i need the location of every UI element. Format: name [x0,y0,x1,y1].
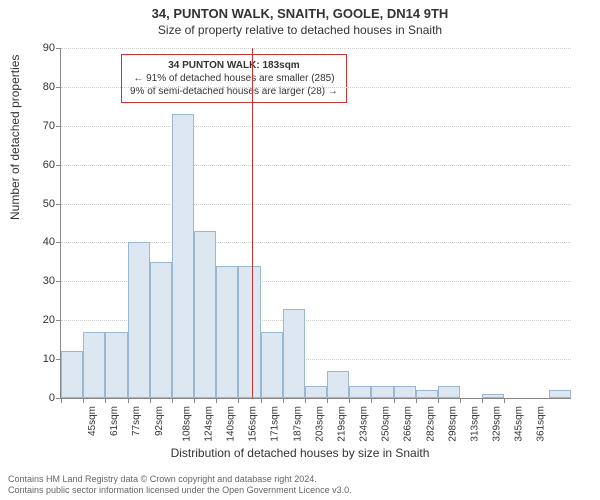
x-tick [283,398,284,403]
y-tick-label: 90 [25,42,55,54]
histogram-bar [305,386,327,398]
y-tick [56,165,61,166]
histogram-bar [349,386,371,398]
x-tick-label: 313sqm [470,406,481,442]
histogram-bar [394,386,416,398]
chart-title: 34, PUNTON WALK, SNAITH, GOOLE, DN14 9TH [0,0,600,21]
histogram-bar [283,309,305,398]
x-tick-label: 156sqm [248,406,259,442]
histogram-bar [549,390,571,398]
y-axis-label: Number of detached properties [8,55,22,220]
x-tick-label: 45sqm [87,406,98,436]
footer-attribution: Contains HM Land Registry data © Crown c… [8,474,352,497]
y-tick-label: 20 [25,314,55,326]
info-box-line2: ← 91% of detached houses are smaller (28… [130,72,338,85]
histogram-plot-area: 34 PUNTON WALK: 183sqm ← 91% of detached… [60,48,571,399]
histogram-bar [438,386,460,398]
x-tick [482,398,483,403]
x-tick [83,398,84,403]
x-tick [349,398,350,403]
x-tick-label: 108sqm [181,406,192,442]
info-box-line1: 34 PUNTON WALK: 183sqm [130,59,338,72]
x-tick-label: 140sqm [226,406,237,442]
x-tick [504,398,505,403]
x-tick [150,398,151,403]
histogram-bar [416,390,438,398]
grid-line [61,87,571,88]
x-tick [371,398,372,403]
histogram-bar [105,332,127,398]
x-tick-label: 345sqm [514,406,525,442]
x-tick-label: 171sqm [270,406,281,442]
x-tick-label: 298sqm [447,406,458,442]
y-tick-label: 60 [25,159,55,171]
y-tick-label: 70 [25,120,55,132]
histogram-bar [371,386,393,398]
x-tick [305,398,306,403]
x-tick [128,398,129,403]
histogram-bar [327,371,349,398]
grid-line [61,48,571,49]
x-tick-label: 219sqm [336,406,347,442]
reference-info-box: 34 PUNTON WALK: 183sqm ← 91% of detached… [121,54,347,103]
x-tick [416,398,417,403]
x-tick-label: 361sqm [536,406,547,442]
x-tick [172,398,173,403]
footer-line1: Contains HM Land Registry data © Crown c… [8,474,352,485]
x-tick-label: 282sqm [425,406,436,442]
x-tick [194,398,195,403]
x-tick [238,398,239,403]
x-tick [394,398,395,403]
y-tick-label: 40 [25,236,55,248]
x-tick-label: 266sqm [403,406,414,442]
y-tick [56,126,61,127]
y-tick [56,204,61,205]
x-tick [327,398,328,403]
histogram-bar [194,231,216,398]
x-tick-label: 234sqm [359,406,370,442]
x-tick-label: 124sqm [203,406,214,442]
histogram-bar [261,332,283,398]
y-tick-label: 50 [25,198,55,210]
x-tick-label: 77sqm [131,406,142,436]
histogram-bar [238,266,260,398]
x-tick [261,398,262,403]
x-tick [216,398,217,403]
footer-line2: Contains public sector information licen… [8,485,352,496]
x-tick-label: 250sqm [381,406,392,442]
x-tick [460,398,461,403]
y-tick [56,87,61,88]
y-tick [56,320,61,321]
histogram-bar [128,242,150,398]
grid-line [61,204,571,205]
y-tick [56,242,61,243]
histogram-bar [83,332,105,398]
histogram-bar [61,351,83,398]
histogram-bar [172,114,194,398]
x-tick-label: 203sqm [314,406,325,442]
y-tick-label: 30 [25,275,55,287]
histogram-bar [216,266,238,398]
reference-line [252,48,253,398]
x-tick [105,398,106,403]
x-axis-label: Distribution of detached houses by size … [0,446,600,460]
y-tick-label: 10 [25,353,55,365]
x-tick-label: 329sqm [492,406,503,442]
histogram-bar [482,394,504,398]
x-tick [438,398,439,403]
y-tick-label: 0 [25,392,55,404]
chart-subtitle: Size of property relative to detached ho… [0,21,600,37]
x-tick-label: 187sqm [292,406,303,442]
x-tick-label: 92sqm [154,406,165,436]
y-tick [56,281,61,282]
y-tick-label: 80 [25,81,55,93]
histogram-bar [150,262,172,398]
grid-line [61,126,571,127]
x-tick-label: 61sqm [109,406,120,436]
x-tick [61,398,62,403]
y-tick [56,48,61,49]
grid-line [61,165,571,166]
